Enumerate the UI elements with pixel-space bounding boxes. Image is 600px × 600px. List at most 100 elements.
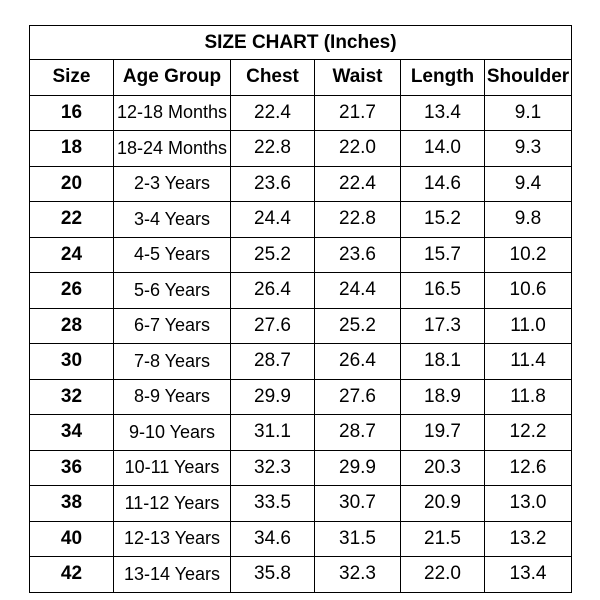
cell-waist: 22.8 [314, 201, 401, 238]
cell-waist: 30.7 [314, 485, 401, 522]
column-header-age-group: Age Group [113, 59, 231, 96]
table-row: 18 18-24 Months 22.8 22.0 14.0 9.3 [29, 130, 572, 167]
cell-chest: 23.6 [230, 165, 315, 202]
cell-waist: 26.4 [314, 343, 401, 380]
cell-age-group: 8-9 Years [113, 378, 231, 415]
cell-age-group: 12-18 Months [113, 94, 231, 131]
cell-size: 16 [29, 94, 114, 131]
table-row: 26 5-6 Years 26.4 24.4 16.5 10.6 [29, 272, 572, 309]
table-row: 28 6-7 Years 27.6 25.2 17.3 11.0 [29, 307, 572, 344]
cell-length: 18.9 [400, 378, 485, 415]
cell-waist: 23.6 [314, 236, 401, 273]
cell-chest: 35.8 [230, 556, 315, 593]
cell-size: 34 [29, 414, 114, 451]
cell-length: 14.0 [400, 130, 485, 167]
cell-shoulder: 9.4 [484, 165, 572, 202]
column-header-length: Length [400, 59, 485, 96]
cell-chest: 32.3 [230, 449, 315, 486]
cell-age-group: 13-14 Years [113, 556, 231, 593]
cell-size: 24 [29, 236, 114, 273]
cell-waist: 31.5 [314, 520, 401, 557]
cell-length: 13.4 [400, 94, 485, 131]
table-row: 40 12-13 Years 34.6 31.5 21.5 13.2 [29, 520, 572, 557]
cell-shoulder: 13.4 [484, 556, 572, 593]
size-chart-head: SIZE CHART (Inches) Size Age Group Chest… [29, 25, 572, 96]
table-row: 22 3-4 Years 24.4 22.8 15.2 9.8 [29, 201, 572, 238]
table-row: 24 4-5 Years 25.2 23.6 15.7 10.2 [29, 236, 572, 273]
cell-chest: 31.1 [230, 414, 315, 451]
cell-shoulder: 12.2 [484, 414, 572, 451]
title-row: SIZE CHART (Inches) [29, 25, 572, 60]
column-header-waist: Waist [314, 59, 401, 96]
cell-size: 36 [29, 449, 114, 486]
cell-length: 19.7 [400, 414, 485, 451]
cell-chest: 24.4 [230, 201, 315, 238]
cell-waist: 22.4 [314, 165, 401, 202]
table-row: 32 8-9 Years 29.9 27.6 18.9 11.8 [29, 378, 572, 415]
cell-age-group: 9-10 Years [113, 414, 231, 451]
cell-shoulder: 9.8 [484, 201, 572, 238]
cell-age-group: 12-13 Years [113, 520, 231, 557]
cell-length: 14.6 [400, 165, 485, 202]
cell-length: 17.3 [400, 307, 485, 344]
cell-length: 22.0 [400, 556, 485, 593]
header-row: Size Age Group Chest Waist Length Should… [29, 59, 572, 96]
cell-shoulder: 9.3 [484, 130, 572, 167]
size-chart-table: SIZE CHART (Inches) Size Age Group Chest… [29, 25, 572, 593]
table-row: 20 2-3 Years 23.6 22.4 14.6 9.4 [29, 165, 572, 202]
cell-chest: 34.6 [230, 520, 315, 557]
cell-waist: 24.4 [314, 272, 401, 309]
cell-age-group: 11-12 Years [113, 485, 231, 522]
cell-waist: 28.7 [314, 414, 401, 451]
cell-size: 38 [29, 485, 114, 522]
cell-shoulder: 12.6 [484, 449, 572, 486]
cell-shoulder: 13.0 [484, 485, 572, 522]
cell-size: 22 [29, 201, 114, 238]
cell-waist: 29.9 [314, 449, 401, 486]
cell-size: 20 [29, 165, 114, 202]
table-title: SIZE CHART (Inches) [29, 25, 572, 60]
cell-waist: 21.7 [314, 94, 401, 131]
table-row: 36 10-11 Years 32.3 29.9 20.3 12.6 [29, 449, 572, 486]
cell-age-group: 18-24 Months [113, 130, 231, 167]
cell-size: 28 [29, 307, 114, 344]
cell-length: 20.3 [400, 449, 485, 486]
cell-shoulder: 11.8 [484, 378, 572, 415]
cell-chest: 27.6 [230, 307, 315, 344]
cell-shoulder: 13.2 [484, 520, 572, 557]
table-row: 30 7-8 Years 28.7 26.4 18.1 11.4 [29, 343, 572, 380]
cell-chest: 22.8 [230, 130, 315, 167]
cell-size: 26 [29, 272, 114, 309]
cell-length: 20.9 [400, 485, 485, 522]
cell-waist: 25.2 [314, 307, 401, 344]
cell-length: 18.1 [400, 343, 485, 380]
cell-chest: 26.4 [230, 272, 315, 309]
cell-age-group: 4-5 Years [113, 236, 231, 273]
cell-chest: 29.9 [230, 378, 315, 415]
cell-length: 16.5 [400, 272, 485, 309]
column-header-chest: Chest [230, 59, 315, 96]
cell-chest: 25.2 [230, 236, 315, 273]
cell-length: 15.2 [400, 201, 485, 238]
cell-age-group: 2-3 Years [113, 165, 231, 202]
cell-shoulder: 11.4 [484, 343, 572, 380]
cell-chest: 22.4 [230, 94, 315, 131]
column-header-size: Size [29, 59, 114, 96]
cell-waist: 32.3 [314, 556, 401, 593]
cell-length: 21.5 [400, 520, 485, 557]
cell-size: 18 [29, 130, 114, 167]
cell-age-group: 3-4 Years [113, 201, 231, 238]
cell-size: 42 [29, 556, 114, 593]
cell-age-group: 6-7 Years [113, 307, 231, 344]
cell-shoulder: 10.6 [484, 272, 572, 309]
cell-size: 40 [29, 520, 114, 557]
table-row: 34 9-10 Years 31.1 28.7 19.7 12.2 [29, 414, 572, 451]
size-chart-body: 16 12-18 Months 22.4 21.7 13.4 9.1 18 18-24 Mon… [29, 94, 572, 593]
cell-age-group: 7-8 Years [113, 343, 231, 380]
cell-age-group: 10-11 Years [113, 449, 231, 486]
table-row: 16 12-18 Months 22.4 21.7 13.4 9.1 [29, 94, 572, 131]
cell-chest: 28.7 [230, 343, 315, 380]
column-header-shoulder: Shoulder [484, 59, 572, 96]
table-row: 38 11-12 Years 33.5 30.7 20.9 13.0 [29, 485, 572, 522]
table-row: 42 13-14 Years 35.8 32.3 22.0 13.4 [29, 556, 572, 593]
